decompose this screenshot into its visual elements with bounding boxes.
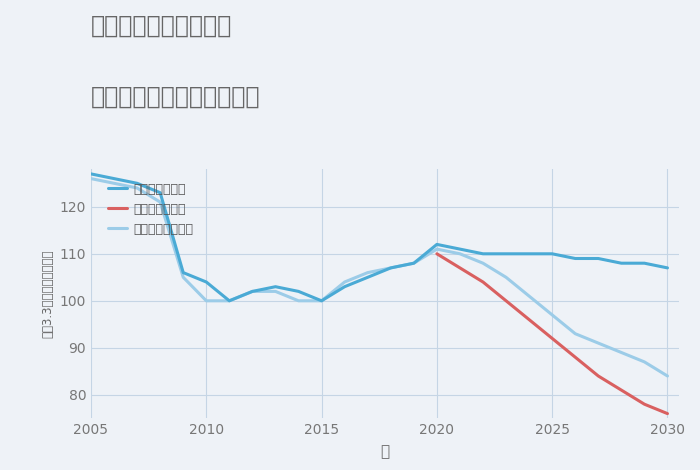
グッドシナリオ (386, 265, 395, 271)
ノーマルシナリオ (525, 293, 533, 299)
ノーマルシナリオ (179, 274, 188, 280)
グッドシナリオ (456, 246, 464, 252)
グッドシナリオ (617, 260, 626, 266)
ノーマルシナリオ (664, 373, 672, 379)
ノーマルシナリオ (548, 312, 556, 318)
X-axis label: 年: 年 (380, 444, 390, 459)
ノーマルシナリオ (386, 265, 395, 271)
ノーマルシナリオ (617, 350, 626, 355)
バッドシナリオ (664, 411, 672, 416)
ノーマルシナリオ (294, 298, 302, 304)
グッドシナリオ (502, 251, 510, 257)
ノーマルシナリオ (87, 176, 95, 181)
バッドシナリオ (502, 298, 510, 304)
ノーマルシナリオ (272, 289, 280, 294)
グッドシナリオ (548, 251, 556, 257)
ノーマルシナリオ (202, 298, 211, 304)
グッドシナリオ (156, 190, 164, 196)
ノーマルシナリオ (640, 359, 649, 365)
グッドシナリオ (340, 284, 349, 290)
バッドシナリオ (548, 336, 556, 341)
ノーマルシナリオ (363, 270, 372, 275)
グッドシナリオ (272, 284, 280, 290)
グッドシナリオ (479, 251, 487, 257)
グッドシナリオ (433, 242, 441, 247)
グッドシナリオ (664, 265, 672, 271)
バッドシナリオ (525, 317, 533, 322)
グッドシナリオ (571, 256, 580, 261)
Y-axis label: 坪（3.3㎡）単価（万円）: 坪（3.3㎡）単価（万円） (41, 250, 54, 338)
ノーマルシナリオ (248, 289, 257, 294)
グッドシナリオ (179, 270, 188, 275)
ノーマルシナリオ (156, 199, 164, 205)
Line: グッドシナリオ: グッドシナリオ (91, 174, 668, 301)
グッドシナリオ (525, 251, 533, 257)
ノーマルシナリオ (225, 298, 234, 304)
ノーマルシナリオ (456, 251, 464, 257)
バッドシナリオ (617, 387, 626, 393)
Line: バッドシナリオ: バッドシナリオ (437, 254, 668, 414)
バッドシナリオ (479, 279, 487, 285)
ノーマルシナリオ (133, 185, 141, 191)
ノーマルシナリオ (502, 274, 510, 280)
ノーマルシナリオ (110, 180, 118, 186)
グッドシナリオ (363, 274, 372, 280)
Line: ノーマルシナリオ: ノーマルシナリオ (91, 179, 668, 376)
グッドシナリオ (317, 298, 326, 304)
バッドシナリオ (640, 401, 649, 407)
ノーマルシナリオ (571, 331, 580, 337)
グッドシナリオ (225, 298, 234, 304)
ノーマルシナリオ (340, 279, 349, 285)
ノーマルシナリオ (594, 340, 603, 346)
ノーマルシナリオ (410, 260, 418, 266)
Text: 奈良県橿原市出合町の: 奈良県橿原市出合町の (91, 14, 232, 38)
バッドシナリオ (594, 373, 603, 379)
Text: 中古マンションの価格推移: 中古マンションの価格推移 (91, 85, 260, 109)
グッドシナリオ (410, 260, 418, 266)
グッドシナリオ (133, 180, 141, 186)
バッドシナリオ (456, 265, 464, 271)
グッドシナリオ (640, 260, 649, 266)
バッドシナリオ (433, 251, 441, 257)
グッドシナリオ (594, 256, 603, 261)
グッドシナリオ (110, 176, 118, 181)
ノーマルシナリオ (433, 246, 441, 252)
グッドシナリオ (248, 289, 257, 294)
グッドシナリオ (87, 171, 95, 177)
グッドシナリオ (202, 279, 211, 285)
グッドシナリオ (294, 289, 302, 294)
バッドシナリオ (571, 354, 580, 360)
ノーマルシナリオ (317, 298, 326, 304)
ノーマルシナリオ (479, 260, 487, 266)
Legend: グッドシナリオ, バッドシナリオ, ノーマルシナリオ: グッドシナリオ, バッドシナリオ, ノーマルシナリオ (103, 178, 198, 241)
